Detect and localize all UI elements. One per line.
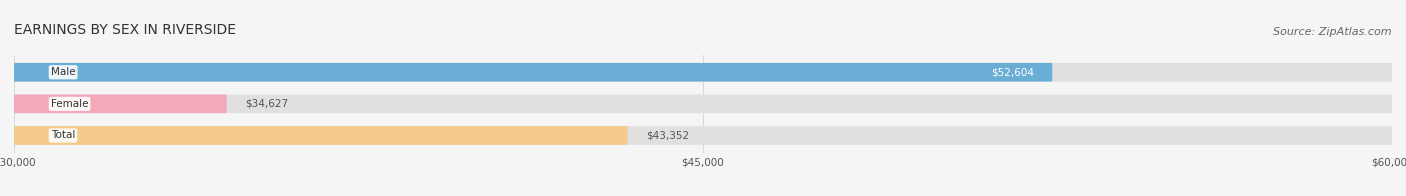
- FancyBboxPatch shape: [14, 126, 1392, 145]
- Text: Source: ZipAtlas.com: Source: ZipAtlas.com: [1274, 27, 1392, 37]
- Text: $34,627: $34,627: [245, 99, 288, 109]
- FancyBboxPatch shape: [14, 126, 627, 145]
- Text: Total: Total: [51, 131, 75, 141]
- FancyBboxPatch shape: [14, 63, 1392, 82]
- Text: Female: Female: [51, 99, 89, 109]
- Text: $52,604: $52,604: [991, 67, 1033, 77]
- Text: $43,352: $43,352: [645, 131, 689, 141]
- FancyBboxPatch shape: [14, 63, 1052, 82]
- FancyBboxPatch shape: [14, 94, 226, 113]
- FancyBboxPatch shape: [14, 94, 1392, 113]
- Text: EARNINGS BY SEX IN RIVERSIDE: EARNINGS BY SEX IN RIVERSIDE: [14, 23, 236, 37]
- Text: Male: Male: [51, 67, 76, 77]
